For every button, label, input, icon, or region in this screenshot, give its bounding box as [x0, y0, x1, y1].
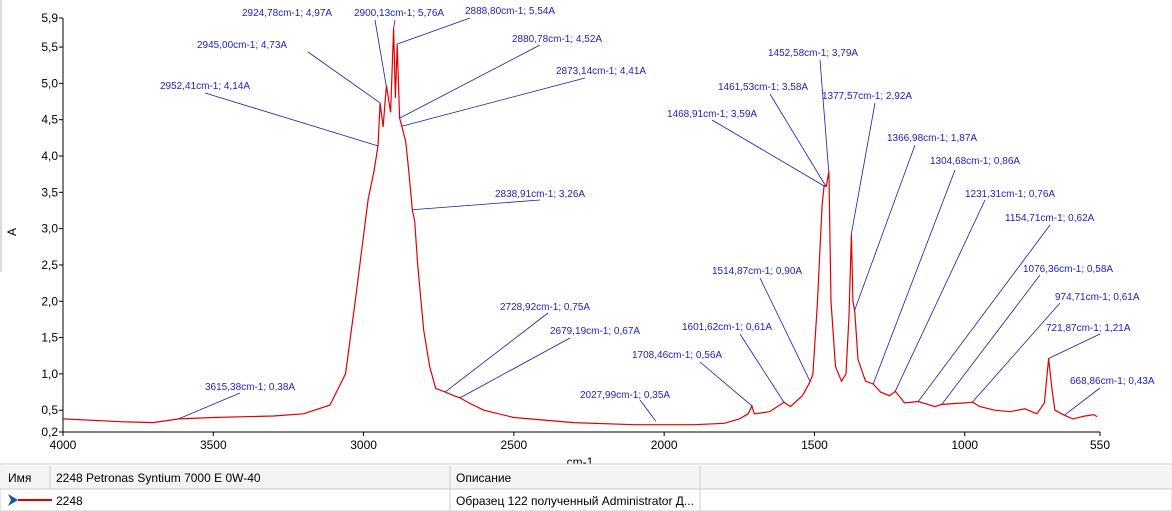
y-tick-label: 5,5 — [41, 40, 58, 54]
y-tick-label: 4,0 — [41, 149, 58, 163]
legend-header — [0, 466, 1172, 489]
leader-line — [769, 93, 827, 187]
peak-label: 2924,78cm-1; 4,97A — [242, 8, 332, 19]
y-tick-label: 1,5 — [41, 331, 58, 345]
header-sample: 2248 Petronas Syntium 7000 E 0W-40 — [56, 471, 261, 485]
peak-label: 2880,78cm-1; 4,52A — [512, 34, 602, 45]
peak-label: 1231,31cm-1; 0,76A — [965, 189, 1055, 200]
leader-line — [917, 224, 1051, 402]
leader-line — [178, 392, 241, 420]
x-tick-label: 3500 — [200, 438, 227, 452]
peak-label: 1377,57cm-1; 2,92A — [822, 91, 912, 102]
peak-label: 2952,41cm-1; 4,14A — [160, 81, 250, 92]
peak-label: 721,87cm-1; 1,21A — [1046, 323, 1131, 334]
leader-line — [401, 77, 586, 127]
leader-line — [699, 361, 753, 407]
peak-label: 1601,62cm-1; 0,61A — [682, 322, 772, 333]
x-tick-label: 2500 — [501, 438, 528, 452]
y-tick-label: 0,2 — [41, 425, 58, 439]
peak-label: 1514,87cm-1; 0,90A — [712, 266, 802, 277]
leader-line — [374, 19, 387, 86]
y-tick-label: 0,5 — [41, 403, 58, 417]
peak-label: 2728,92cm-1; 0,75A — [500, 302, 590, 313]
x-tick-label: 4000 — [50, 438, 77, 452]
row-selector-icon — [8, 494, 18, 506]
x-tick-label: 3000 — [350, 438, 377, 452]
peak-label: 668,86cm-1; 0,43A — [1070, 376, 1155, 387]
peak-label: 2838,91cm-1; 3,26A — [495, 189, 585, 200]
leader-line — [759, 277, 811, 382]
leader-line — [850, 102, 876, 235]
leader-line — [739, 333, 785, 403]
y-tick-label: 5,9 — [41, 11, 58, 25]
y-tick-label: 2,0 — [41, 294, 58, 308]
leader-line — [1048, 333, 1101, 360]
leader-line — [819, 59, 830, 172]
header-description: Описание — [456, 471, 512, 485]
peak-label: 3615,38cm-1; 0,38A — [205, 382, 295, 393]
leader-line — [1064, 387, 1101, 416]
x-tick-label: 550 — [1090, 438, 1110, 452]
peak-label: 2873,14cm-1; 4,41A — [556, 66, 646, 77]
y-tick-label: 5,0 — [41, 76, 58, 90]
leader-line — [396, 17, 471, 45]
peak-label: 2900,13cm-1; 5,76A — [354, 8, 444, 19]
leader-line — [307, 51, 381, 104]
x-tick-label: 1500 — [801, 438, 828, 452]
y-tick-label: 3,5 — [41, 185, 58, 199]
peak-label: 2888,80cm-1; 5,54A — [465, 6, 555, 17]
peak-label: 1076,36cm-1; 0,58A — [1023, 264, 1113, 275]
y-tick-label: 3,0 — [41, 222, 58, 236]
row-description: Образец 122 полученный Administrator Д..… — [456, 494, 694, 508]
leader-line — [972, 302, 1061, 403]
leader-line — [872, 169, 956, 385]
peak-label: 974,71cm-1; 0,61A — [1055, 292, 1140, 303]
leader-line — [854, 144, 916, 311]
x-tick-label: 1000 — [951, 438, 978, 452]
peak-label: 1452,58cm-1; 3,79A — [768, 48, 858, 59]
leader-line — [894, 199, 986, 392]
peak-label: 1708,46cm-1; 0,56A — [632, 350, 722, 361]
x-tick-label: 2000 — [651, 438, 678, 452]
peak-label: 1304,68cm-1; 0,86A — [930, 156, 1020, 167]
leader-line — [639, 399, 657, 422]
plot-background — [0, 0, 1172, 462]
leader-line — [399, 44, 541, 119]
peak-label: 2027,99cm-1; 0,35A — [580, 390, 670, 401]
y-axis-label: A — [5, 228, 19, 236]
legend-entry[interactable]: 2248 — [56, 494, 83, 508]
leader-line — [941, 274, 1041, 405]
peak-label: 1461,53cm-1; 3,58A — [718, 82, 808, 93]
leader-line — [459, 337, 571, 399]
leader-line — [204, 92, 379, 147]
leader-line — [444, 312, 549, 393]
peak-label: 2679,19cm-1; 0,67A — [550, 326, 640, 337]
peak-label: 1366,98cm-1; 1,87A — [887, 133, 977, 144]
y-tick-label: 4,5 — [41, 113, 58, 127]
peak-label: 1468,91cm-1; 3,59A — [667, 109, 757, 120]
peak-label: 2945,00cm-1; 4,73A — [197, 40, 287, 51]
header-name: Имя — [8, 471, 31, 485]
y-tick-label: 2,5 — [41, 258, 58, 272]
y-tick-label: 1,0 — [41, 367, 58, 381]
leader-line — [711, 119, 824, 187]
peak-label: 1154,71cm-1; 0,62A — [1005, 213, 1095, 224]
leader-line — [411, 199, 541, 211]
leader-line — [393, 19, 396, 29]
